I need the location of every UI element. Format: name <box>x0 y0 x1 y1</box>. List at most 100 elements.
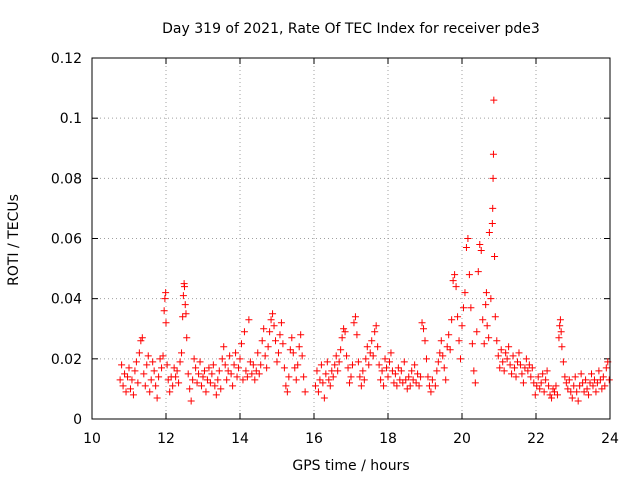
data-point <box>190 355 198 363</box>
data-point <box>291 364 299 372</box>
data-point <box>476 241 484 249</box>
data-point <box>286 346 294 354</box>
data-point <box>134 379 142 387</box>
data-point <box>289 349 297 357</box>
data-point <box>266 328 274 336</box>
data-point <box>393 382 401 390</box>
data-point <box>505 343 513 351</box>
data-point <box>531 391 539 399</box>
data-point <box>439 352 447 360</box>
data-point <box>509 352 517 360</box>
data-point <box>433 367 441 375</box>
data-point <box>522 355 530 363</box>
data-point <box>144 352 152 360</box>
data-point <box>135 349 143 357</box>
data-point <box>267 316 275 324</box>
data-point <box>137 337 145 345</box>
data-point <box>579 379 587 387</box>
data-point <box>593 379 601 387</box>
data-point <box>399 379 407 387</box>
data-point <box>178 349 186 357</box>
data-point <box>217 385 225 393</box>
data-point <box>320 394 328 402</box>
data-point <box>503 355 511 363</box>
data-point <box>203 376 211 384</box>
data-point <box>372 322 380 330</box>
data-point <box>220 343 228 351</box>
data-point <box>125 364 133 372</box>
data-point <box>156 355 164 363</box>
data-point <box>329 373 337 381</box>
data-point <box>323 358 331 366</box>
data-point <box>215 367 223 375</box>
data-point <box>300 373 308 381</box>
data-point <box>479 316 487 324</box>
data-point <box>363 343 371 351</box>
data-point <box>316 376 324 384</box>
data-point <box>314 388 322 396</box>
y-tick-label: 0.06 <box>51 232 82 248</box>
data-point <box>388 367 396 375</box>
data-point <box>338 334 346 342</box>
data-point <box>525 361 533 369</box>
data-point <box>183 334 191 342</box>
data-point <box>390 379 398 387</box>
data-point <box>425 382 433 390</box>
data-point <box>261 352 269 360</box>
data-point <box>461 289 469 297</box>
data-point <box>375 361 383 369</box>
data-point <box>214 376 222 384</box>
data-point <box>412 379 420 387</box>
plot-frame <box>91 57 611 420</box>
data-point <box>467 304 475 312</box>
x-tick-label: 18 <box>379 431 397 447</box>
data-point <box>445 331 453 339</box>
data-point <box>490 96 498 104</box>
data-point <box>564 385 572 393</box>
data-point <box>340 325 348 333</box>
data-point <box>402 376 410 384</box>
data-point <box>483 322 491 330</box>
data-point <box>583 385 591 393</box>
data-point <box>301 388 309 396</box>
data-point <box>506 361 514 369</box>
x-tick-label: 20 <box>453 431 471 447</box>
data-point <box>202 388 210 396</box>
data-point <box>132 358 140 366</box>
data-point <box>471 379 479 387</box>
data-point <box>162 319 170 327</box>
data-point <box>474 268 482 276</box>
data-point <box>462 244 470 252</box>
data-point <box>605 376 613 384</box>
data-point <box>158 364 166 372</box>
data-point <box>585 391 593 399</box>
data-point <box>343 352 351 360</box>
chart-title: Day 319 of 2021, Rate Of TEC Index for r… <box>162 21 540 37</box>
data-point <box>570 382 578 390</box>
data-point <box>149 358 157 366</box>
data-point <box>334 367 342 375</box>
data-point <box>533 382 541 390</box>
data-point <box>146 388 154 396</box>
data-point <box>122 388 130 396</box>
data-point <box>354 358 362 366</box>
data-point <box>184 370 192 378</box>
data-point <box>574 397 582 405</box>
x-axis-label: GPS time / hours <box>292 458 409 474</box>
data-point <box>565 376 573 384</box>
data-point <box>437 337 445 345</box>
data-point <box>255 370 263 378</box>
data-point <box>442 376 450 384</box>
data-point <box>428 376 436 384</box>
data-point <box>169 382 177 390</box>
data-point <box>543 367 551 375</box>
data-point <box>542 376 550 384</box>
data-point <box>556 316 564 324</box>
data-point <box>176 358 184 366</box>
data-point <box>126 385 134 393</box>
data-point <box>496 364 504 372</box>
data-point <box>170 364 178 372</box>
data-point <box>411 361 419 369</box>
data-point <box>422 355 430 363</box>
data-point <box>537 379 545 387</box>
